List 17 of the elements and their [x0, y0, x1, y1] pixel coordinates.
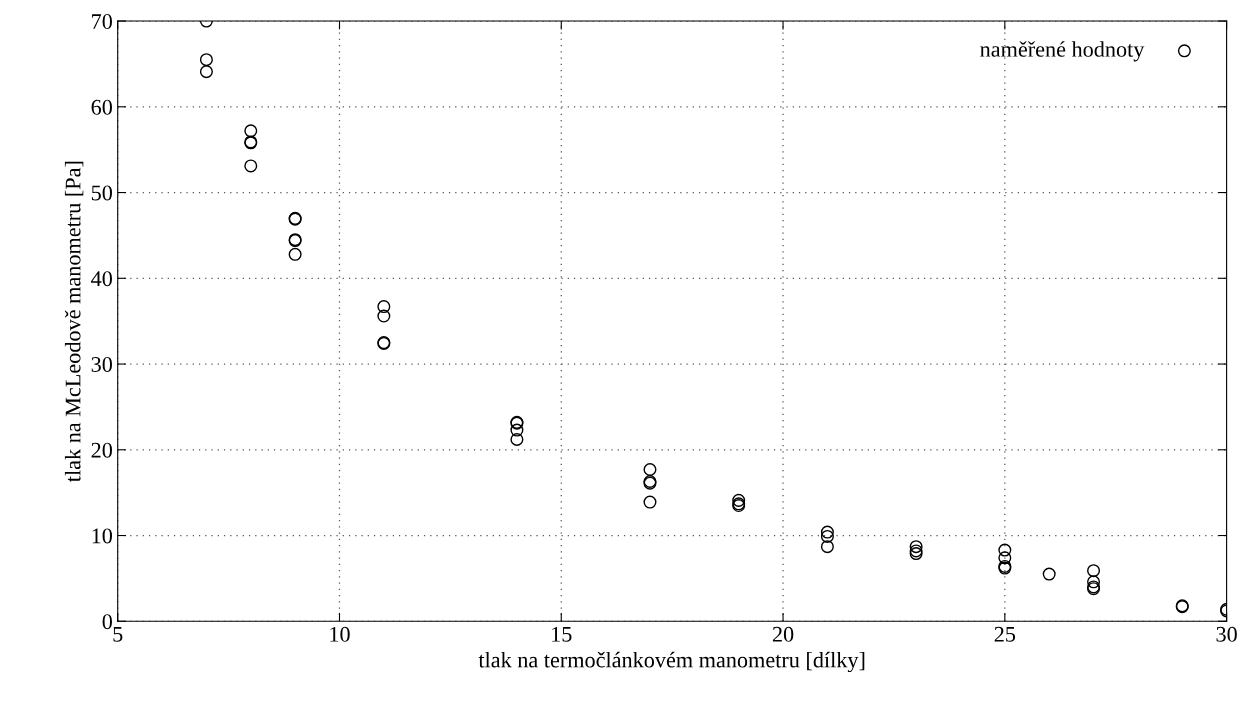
x-tick-label: 20	[772, 626, 794, 642]
x-tick-label: 25	[994, 626, 1016, 642]
y-axis-title: tlak na McLeodově manometru [Pa]	[64, 161, 84, 483]
y-tick-label: 40	[91, 271, 112, 287]
x-tick-label: 10	[330, 626, 350, 642]
y-tick-label: 30	[91, 356, 112, 372]
y-tick-label: 10	[92, 528, 112, 544]
x-axis-title: tlak na termočlánkovém manometru [dílky]	[478, 651, 865, 673]
legend-label: naměřené hodnoty	[980, 41, 1145, 62]
y-tick-label: 50	[91, 185, 112, 201]
x-tick-label: 5	[113, 627, 123, 642]
y-tick-label: 0	[102, 614, 112, 630]
y-tick-label: 20	[91, 442, 112, 458]
y-tick-label: 70	[92, 13, 112, 29]
y-tick-label: 60	[91, 99, 112, 115]
x-tick-label: 30	[1216, 626, 1237, 642]
x-tick-label: 15	[552, 626, 572, 642]
